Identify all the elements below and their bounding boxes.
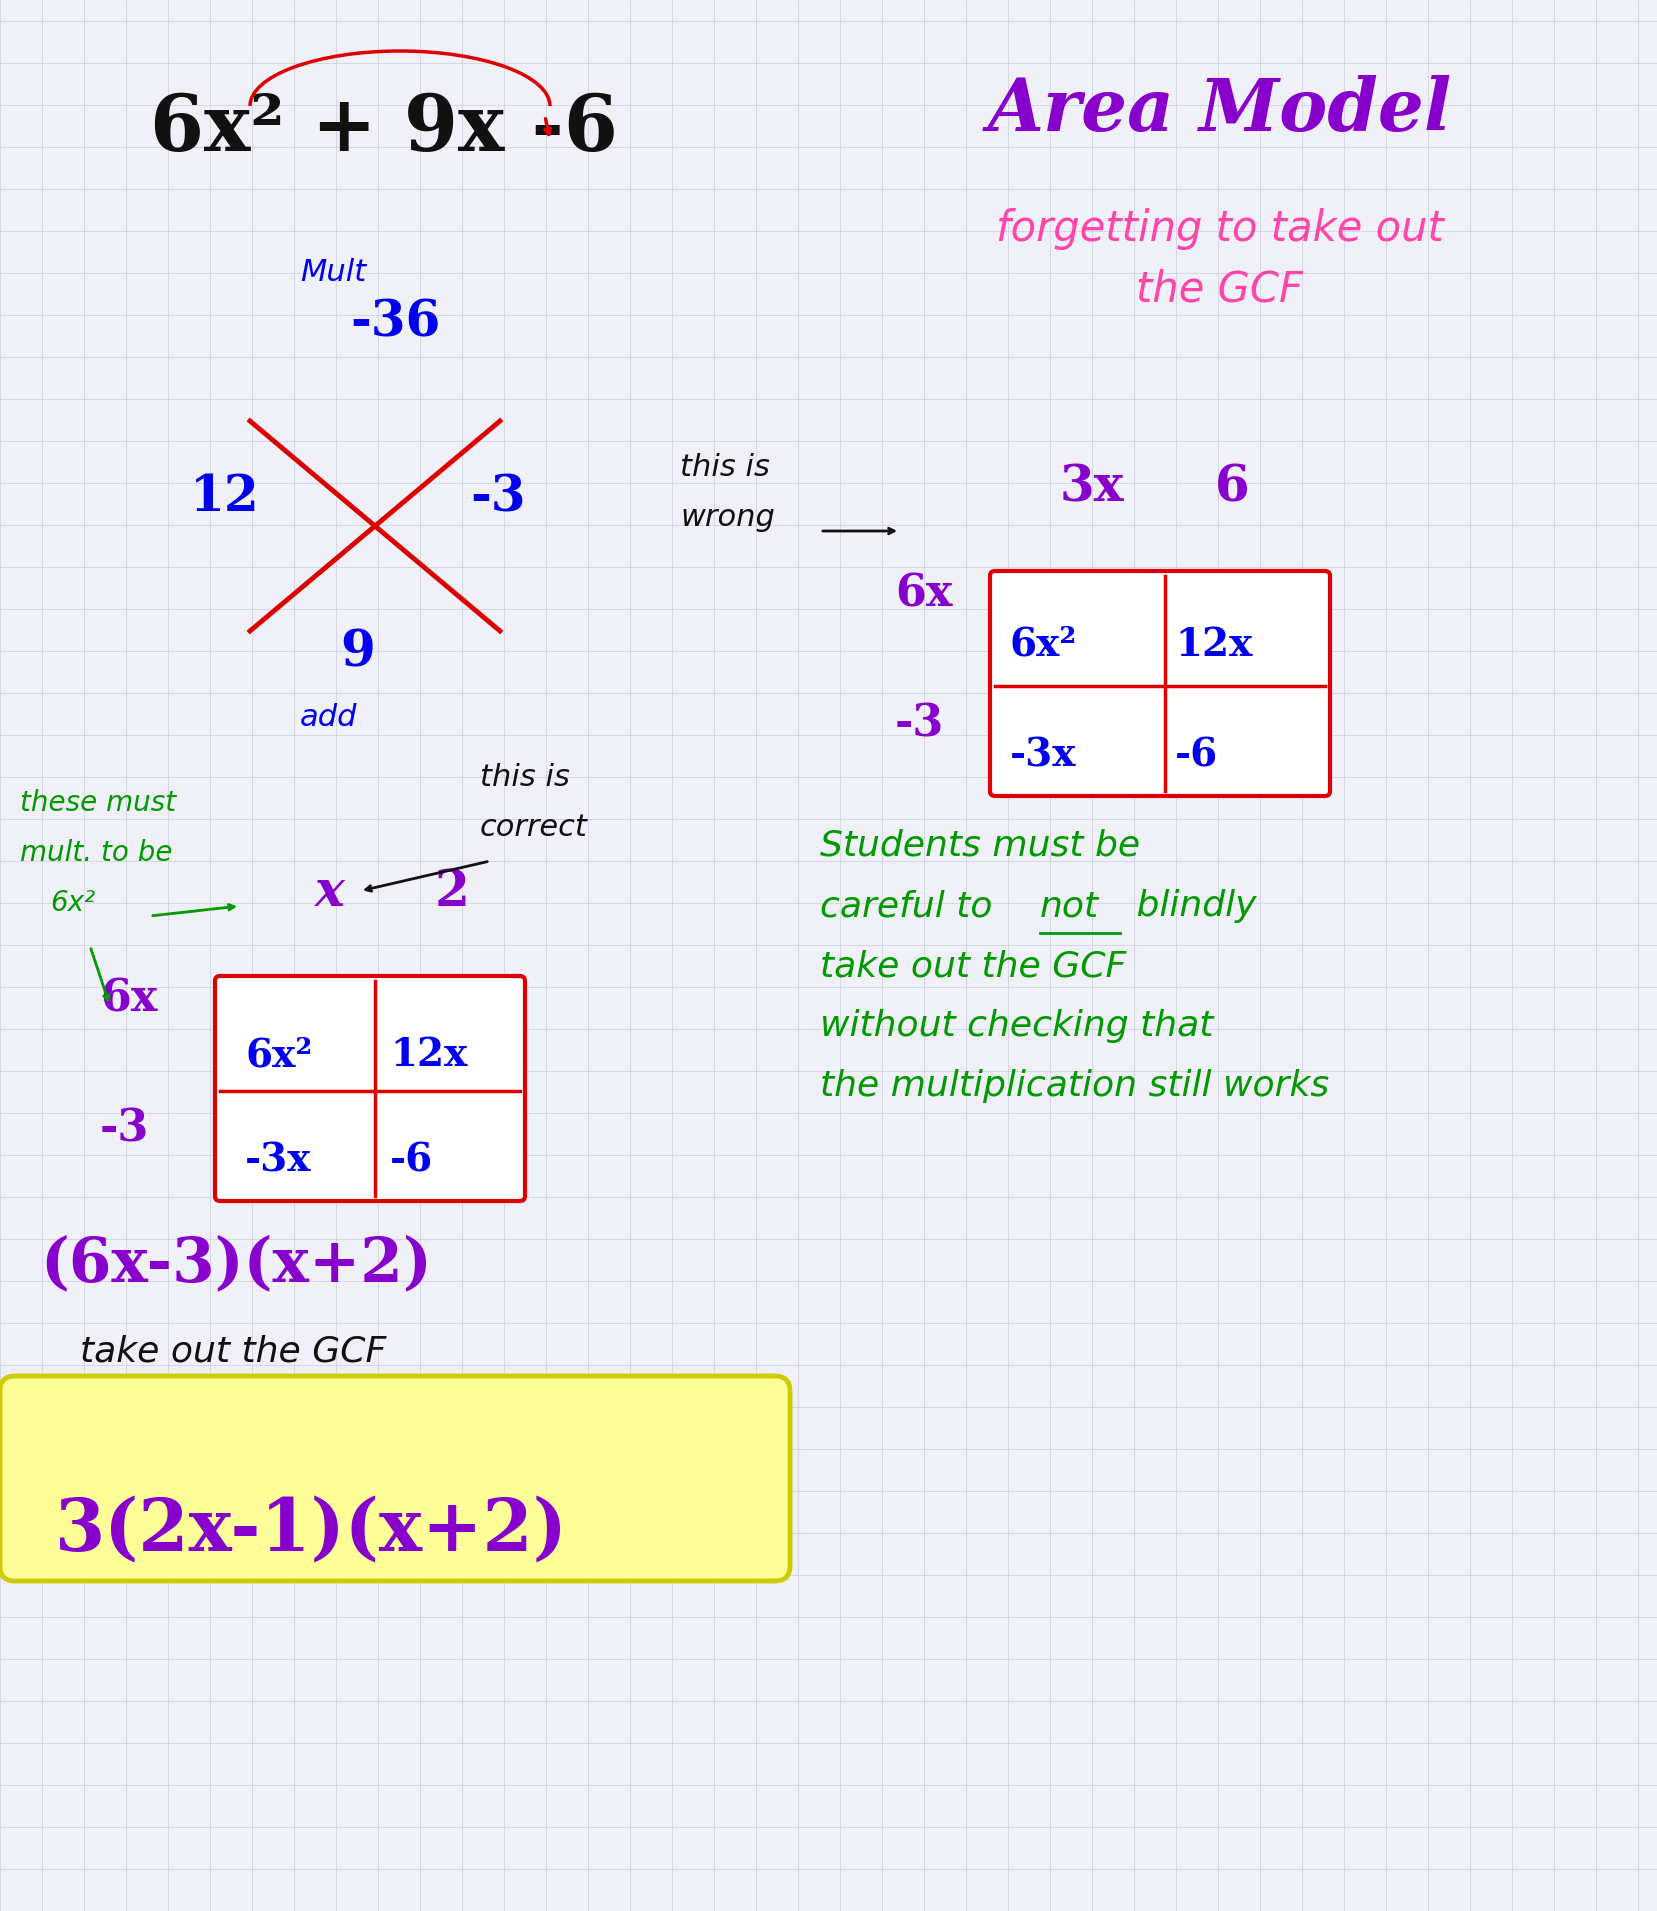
- Text: 12x: 12x: [389, 1036, 467, 1074]
- Text: -3x: -3x: [245, 1141, 312, 1179]
- Text: 12x: 12x: [1175, 627, 1253, 663]
- Text: correct: correct: [481, 812, 588, 843]
- Text: -36: -36: [350, 298, 441, 348]
- Text: Mult: Mult: [300, 258, 366, 287]
- Text: 2: 2: [436, 868, 471, 917]
- Text: -6: -6: [389, 1141, 432, 1179]
- Text: take out the GCF: take out the GCF: [80, 1334, 386, 1368]
- Text: (6x-3)(x+2): (6x-3)(x+2): [40, 1235, 432, 1294]
- Text: mult. to be: mult. to be: [20, 839, 172, 868]
- Text: 6x²: 6x²: [245, 1036, 312, 1074]
- Text: -6: -6: [1175, 736, 1218, 774]
- Text: -3x: -3x: [1011, 736, 1077, 774]
- Text: 6x: 6x: [99, 977, 157, 1020]
- Text: the multiplication still works: the multiplication still works: [820, 1068, 1329, 1103]
- Text: 6x²: 6x²: [50, 889, 94, 917]
- Text: 6x: 6x: [895, 571, 953, 615]
- Text: without checking that: without checking that: [820, 1009, 1213, 1043]
- Text: not: not: [1041, 889, 1099, 923]
- Text: 3(2x-1)(x+2): 3(2x-1)(x+2): [55, 1494, 568, 1565]
- FancyBboxPatch shape: [215, 977, 525, 1200]
- FancyBboxPatch shape: [0, 1376, 790, 1580]
- Text: the GCF: the GCF: [1137, 268, 1304, 310]
- Text: this is: this is: [481, 762, 570, 791]
- Text: forgetting to take out: forgetting to take out: [996, 208, 1443, 250]
- Text: x: x: [315, 868, 345, 917]
- Text: wrong: wrong: [679, 503, 775, 531]
- Text: 3x: 3x: [1060, 462, 1125, 512]
- Text: -3: -3: [895, 701, 944, 745]
- Text: 6: 6: [1215, 462, 1249, 512]
- Text: 9: 9: [340, 629, 374, 676]
- Text: add: add: [300, 703, 358, 732]
- Text: Students must be: Students must be: [820, 829, 1140, 864]
- Text: take out the GCF: take out the GCF: [820, 950, 1127, 982]
- Text: careful to: careful to: [820, 889, 1004, 923]
- Text: these must: these must: [20, 789, 176, 818]
- Text: this is: this is: [679, 453, 771, 482]
- Text: Area Model: Area Model: [988, 75, 1452, 145]
- Text: 6x² + 9x -6: 6x² + 9x -6: [151, 92, 618, 166]
- Text: 6x²: 6x²: [1011, 627, 1077, 663]
- Text: -3: -3: [471, 474, 525, 522]
- Text: -3: -3: [99, 1106, 149, 1150]
- FancyBboxPatch shape: [989, 571, 1331, 797]
- Text: blindly: blindly: [1125, 889, 1256, 923]
- Text: 12: 12: [191, 474, 260, 522]
